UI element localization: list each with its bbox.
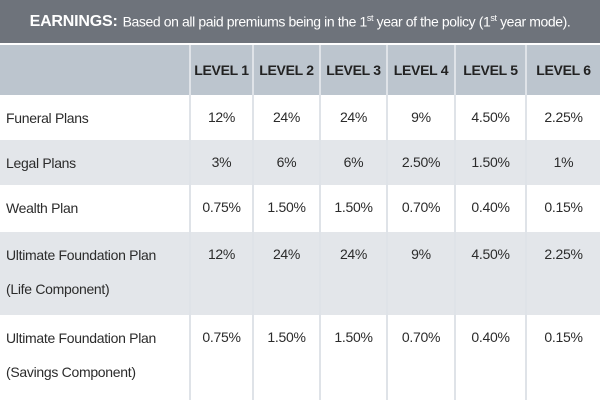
value-cell: 12%: [189, 95, 253, 140]
title-label: EARNINGS:: [29, 12, 118, 30]
value-cell: 0.70%: [386, 185, 455, 232]
value-cell: 9%: [386, 232, 455, 315]
value-cell: 6%: [252, 140, 320, 185]
value-cell: 0.75%: [189, 315, 253, 400]
value-cell: 24%: [252, 232, 320, 315]
value-cell: 3%: [189, 140, 253, 185]
value-cell: 1.50%: [252, 315, 320, 400]
value-cell: 0.15%: [525, 315, 600, 400]
value-cell: 2.50%: [386, 140, 455, 185]
title-bar: EARNINGS: Based on all paid premiums bein…: [0, 0, 600, 45]
row-label-cell: Ultimate Foundation Plan (Life Component): [0, 232, 190, 315]
table-row: Funeral Plans 12% 24% 24% 9% 4.50% 2.25%: [0, 95, 600, 140]
row-label: Ultimate Foundation Plan: [6, 247, 156, 263]
header-row: LEVEL 1 LEVEL 2 LEVEL 3 LEVEL 4 LEVEL 5 LEVEL…: [0, 45, 600, 95]
row-label-cell: Funeral Plans: [0, 95, 190, 140]
value-cell: 2.25%: [525, 232, 600, 315]
row-label-cell: Wealth Plan: [0, 185, 190, 232]
row-label: Wealth Plan: [6, 200, 78, 216]
value-cell: 1%: [525, 140, 600, 185]
row-label: (Savings Component): [6, 364, 136, 380]
superscript: st: [490, 13, 497, 24]
title-segment: Based on all paid premiums being in the …: [122, 13, 368, 30]
value-cell: 0.15%: [525, 185, 600, 232]
value-cell: 24%: [252, 95, 320, 140]
row-label-cell: Ultimate Foundation Plan (Savings Compone…: [0, 315, 190, 400]
column-header: LEVEL 1: [189, 45, 253, 95]
value-cell: 2.25%: [525, 95, 600, 140]
value-cell: 9%: [386, 95, 455, 140]
value-cell: 6%: [319, 140, 387, 185]
value-cell: 24%: [319, 95, 387, 140]
table-row: Legal Plans 3% 6% 6% 2.50% 1.50% 1%: [0, 140, 600, 185]
row-label: (Life Component): [6, 281, 110, 297]
superscript: st: [366, 13, 374, 24]
value-cell: 12%: [189, 232, 253, 315]
column-header: LEVEL 6: [525, 45, 600, 95]
row-label: Legal Plans: [6, 155, 76, 171]
value-cell: 0.40%: [454, 185, 526, 232]
value-cell: 0.75%: [189, 185, 253, 232]
title-segment: year of the policy (1: [373, 13, 491, 30]
column-header: LEVEL 3: [319, 45, 387, 95]
value-cell: 1.50%: [319, 185, 387, 232]
value-cell: 24%: [319, 232, 387, 315]
value-cell: 4.50%: [454, 95, 526, 140]
value-cell: 1.50%: [319, 315, 387, 400]
value-cell: 0.40%: [454, 315, 526, 400]
table-row: Ultimate Foundation Plan (Life Component)…: [0, 232, 600, 315]
value-cell: 0.70%: [386, 315, 455, 400]
row-label: Funeral Plans: [6, 110, 89, 126]
corner-cell: [0, 45, 190, 95]
value-cell: 1.50%: [252, 185, 320, 232]
title-text: Based on all paid premiums being in the …: [123, 13, 571, 30]
column-header: LEVEL 5: [454, 45, 526, 95]
earnings-table: LEVEL 1 LEVEL 2 LEVEL 3 LEVEL 4 LEVEL 5 LEVEL…: [0, 45, 600, 400]
row-label-cell: Legal Plans: [0, 140, 190, 185]
table-row: Wealth Plan 0.75% 1.50% 1.50% 0.70% 0.40% 0.15…: [0, 185, 600, 232]
title-segment: year mode).: [496, 13, 571, 30]
value-cell: 4.50%: [454, 232, 526, 315]
column-header: LEVEL 4: [386, 45, 455, 95]
row-label: Ultimate Foundation Plan: [6, 330, 156, 346]
value-cell: 1.50%: [454, 140, 526, 185]
column-header: LEVEL 2: [252, 45, 320, 95]
table-row: Ultimate Foundation Plan (Savings Compone…: [0, 315, 600, 400]
